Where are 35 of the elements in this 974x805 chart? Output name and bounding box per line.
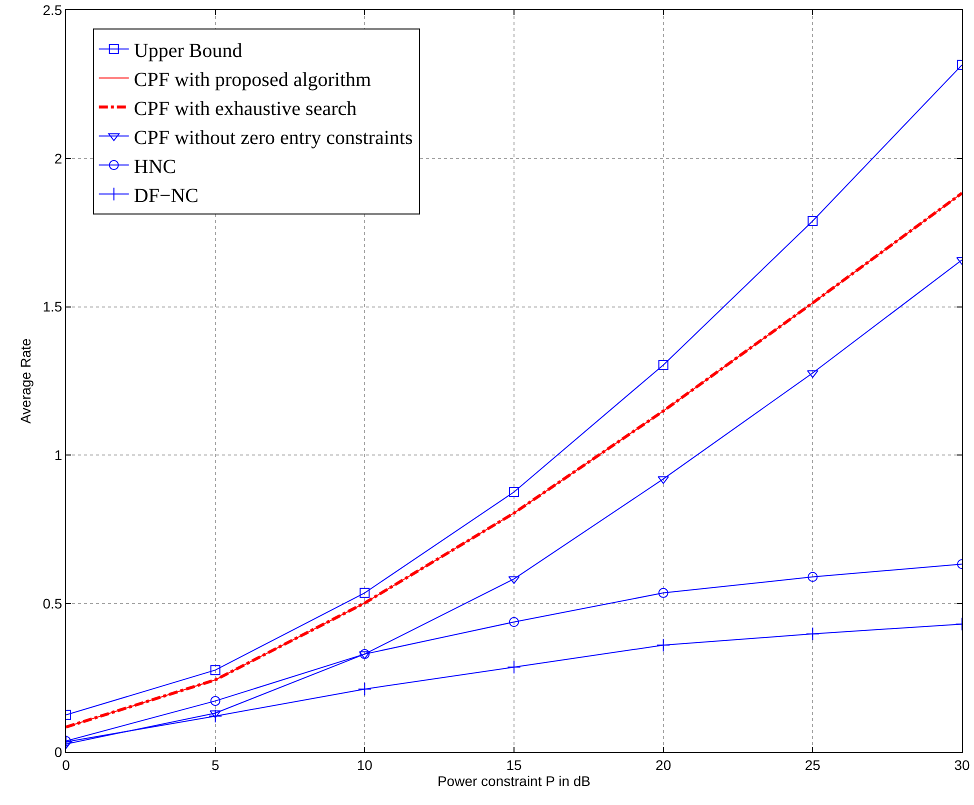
- legend-label: CPF with exhaustive search: [134, 98, 357, 120]
- y-axis-title: Average Rate: [17, 338, 34, 424]
- x-tick-label: 10: [356, 756, 373, 773]
- x-axis-title: Power constraint P in dB: [437, 773, 591, 790]
- legend-label: DF−NC: [134, 184, 199, 207]
- x-tick-label: 25: [804, 756, 821, 773]
- point: [210, 710, 222, 718]
- y-tick-label: 1.5: [42, 298, 62, 315]
- legend-label: Upper Bound: [134, 40, 242, 62]
- point: [210, 665, 220, 676]
- y-tick-label: 2: [54, 150, 62, 166]
- point: [806, 627, 820, 641]
- point: [208, 709, 222, 723]
- point: [658, 360, 668, 370]
- point: [656, 638, 670, 652]
- legend-label: HNC: [134, 156, 176, 178]
- point: [509, 487, 519, 497]
- y-tick-label: 0: [54, 744, 62, 760]
- point: [509, 617, 519, 627]
- y-tick-label: 2.5: [42, 2, 62, 18]
- point: [808, 572, 818, 582]
- legend-label: CPF with proposed algorithm: [134, 68, 372, 91]
- point: [360, 588, 370, 598]
- point: [358, 682, 372, 696]
- x-tick-label: 15: [506, 756, 522, 773]
- point: [210, 696, 220, 706]
- point: [658, 588, 668, 598]
- y-tick-label: 0.5: [42, 596, 62, 612]
- x-tick-label: 30: [954, 756, 970, 773]
- point: [808, 216, 818, 226]
- legend-label: CPF without zero entry constraints: [134, 126, 413, 149]
- x-tick-label: 5: [211, 756, 220, 773]
- point: [507, 660, 521, 674]
- x-tick-label: 20: [656, 756, 672, 773]
- y-tick-label: 1: [54, 447, 62, 464]
